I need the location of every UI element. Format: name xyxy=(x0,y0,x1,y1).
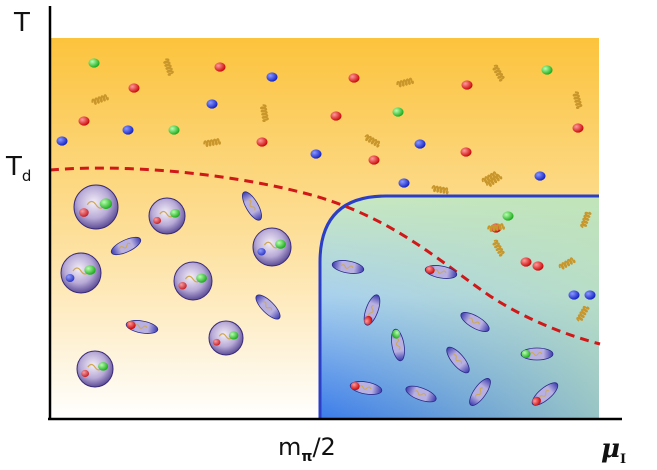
y-axis-label: T xyxy=(14,8,30,38)
quark-blue xyxy=(206,99,218,109)
meson xyxy=(110,236,142,256)
gluon xyxy=(487,223,505,232)
meson xyxy=(255,294,281,320)
particle-layer xyxy=(56,58,596,406)
meson xyxy=(125,320,159,334)
meson xyxy=(520,347,554,361)
gluon xyxy=(558,257,576,270)
gluon xyxy=(485,173,503,187)
gluon xyxy=(91,94,109,105)
quark-red xyxy=(460,147,472,157)
quark-red xyxy=(532,261,544,271)
gluon xyxy=(572,91,583,109)
quark-red xyxy=(256,137,268,147)
meson xyxy=(424,265,458,279)
m-main: m xyxy=(278,433,302,461)
baryon xyxy=(60,252,102,294)
quark-blue xyxy=(310,149,322,159)
meson xyxy=(349,381,383,395)
meson xyxy=(405,385,437,403)
quark-blue xyxy=(414,139,426,149)
quark-red xyxy=(214,62,226,72)
quark-blue xyxy=(398,178,410,188)
baryon xyxy=(208,320,244,356)
baryon xyxy=(252,227,292,267)
quark-red xyxy=(78,116,90,126)
meson xyxy=(460,312,490,332)
baryon xyxy=(76,350,114,388)
m-sub: π xyxy=(301,448,313,465)
gluon xyxy=(260,104,269,122)
quark-blue xyxy=(122,125,134,135)
quark-blue xyxy=(568,290,580,300)
meson xyxy=(531,382,559,406)
quark-red xyxy=(128,83,140,93)
gluon xyxy=(576,305,590,322)
gluon xyxy=(203,138,221,147)
td-sub: d xyxy=(21,167,32,186)
quark-red xyxy=(348,73,360,83)
meson xyxy=(331,260,365,274)
quark-green xyxy=(392,107,404,117)
baryon xyxy=(173,261,213,301)
meson xyxy=(469,378,491,406)
quark-blue xyxy=(266,72,278,82)
quark-blue xyxy=(56,136,68,146)
quark-green xyxy=(502,211,514,221)
meson xyxy=(363,294,381,326)
x-axis-label: μI xyxy=(601,434,626,467)
quark-blue xyxy=(534,171,546,181)
pion-condensed-boundary xyxy=(318,194,599,418)
mu-main: μ xyxy=(601,434,621,464)
baryon xyxy=(73,184,119,230)
m-pi-half-tick-label: mπ/2 xyxy=(278,433,336,465)
gluon xyxy=(396,77,414,88)
gluon xyxy=(492,239,505,257)
quark-green xyxy=(88,58,100,68)
gluon xyxy=(492,64,505,82)
m-tail: /2 xyxy=(312,433,336,461)
quark-red xyxy=(368,155,380,165)
quark-green xyxy=(541,65,553,75)
quark-red xyxy=(461,80,473,90)
meson xyxy=(242,191,262,221)
pion-condensed-region-tint xyxy=(320,196,599,418)
deconfinement-line xyxy=(49,166,601,346)
quark-red xyxy=(572,123,584,133)
gluon xyxy=(163,58,174,76)
quark-red xyxy=(330,111,342,121)
meson xyxy=(391,328,405,362)
baryon xyxy=(148,197,186,235)
quark-green xyxy=(168,125,180,135)
gluon xyxy=(431,185,449,195)
td-tick-label: Td xyxy=(6,152,31,185)
td-main: T xyxy=(6,152,22,182)
mu-sub: I xyxy=(620,452,627,468)
quark-blue xyxy=(584,290,596,300)
quark-red xyxy=(520,257,532,267)
meson xyxy=(446,346,470,374)
gluon xyxy=(580,211,592,229)
gluon xyxy=(364,134,381,148)
